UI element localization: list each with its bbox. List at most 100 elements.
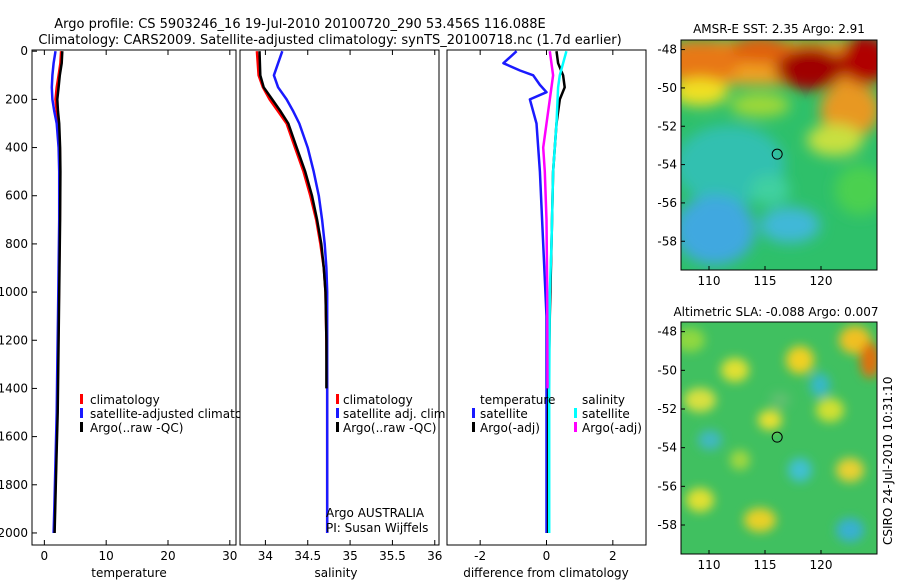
y-tick-label: 800 [5, 237, 28, 251]
figure-title-line1: Argo profile: CS 5903246_16 19-Jul-2010 … [54, 17, 545, 32]
sst-map: AMSR-E SST: 2.35 Argo: 2.91 [657, 22, 878, 288]
difference-lines [502, 50, 568, 533]
temperature-plot-frame [31, 49, 237, 546]
x-tick-label: 35 [342, 549, 357, 563]
map-x-tick-label: 110 [698, 558, 721, 572]
x-tick-label: 0 [41, 549, 49, 563]
pi-label: PI: Susan Wijffels [326, 521, 428, 535]
legend-argo-label: Argo(..raw -QC) [343, 421, 436, 435]
x-tick-label: 2 [609, 549, 617, 563]
map-x-tick-label: 110 [698, 274, 721, 288]
figure-title-line2: Climatology: CARS2009. Satellite-adjuste… [38, 33, 621, 48]
temperature-legend: climatology satellite-adjusted climatolo… [80, 393, 268, 435]
x-tick-label: 34 [258, 549, 273, 563]
sla-map-frame [680, 321, 878, 555]
legend-climatology-label: climatology [343, 393, 413, 407]
map-y-tick-label: -58 [657, 518, 677, 532]
map-x-tick-label: 120 [810, 274, 833, 288]
map-x-tick-label: 115 [754, 558, 777, 572]
difference-legend: temperature satellite Argo(-adj) salinit… [472, 393, 642, 435]
legend-satellite-swatch [80, 408, 83, 418]
map-y-tick-label: -56 [657, 196, 677, 210]
legend-temp-argo-label: Argo(-adj) [480, 421, 540, 435]
legend-temperature-heading: temperature [480, 393, 555, 407]
institution-label: Argo AUSTRALIA [326, 506, 425, 520]
y-tick-label: 0 [20, 44, 28, 58]
legend-satellite-swatch [336, 408, 339, 418]
y-tick-label: 200 [5, 92, 28, 106]
difference-panel: -2 0 2 difference from climatology tempera… [446, 49, 647, 580]
sla-map: Altimetric SLA: -0.088 Argo: 0.007 [657, 305, 878, 572]
x-tick-label: 0 [543, 549, 551, 563]
y-tick-label: 1600 [0, 430, 28, 444]
legend-argo-swatch [336, 422, 339, 432]
map-x-tick-label: 115 [754, 274, 777, 288]
map-y-tick-label: -58 [657, 234, 677, 248]
y-tick-label: 1800 [0, 478, 28, 492]
x-tick-label: 35.5 [379, 549, 406, 563]
y-tick-label: 1000 [0, 285, 28, 299]
map-y-tick-label: -52 [657, 119, 677, 133]
x-tick-label: 10 [99, 549, 114, 563]
salinity-panel: 34 34.5 35 35.5 36 salinity climatology sate… [239, 49, 449, 580]
legend-sal-satellite-label: satellite [582, 407, 630, 421]
map-x-tick-label: 120 [810, 558, 833, 572]
temperature-x-ticks: 0 10 20 30 [41, 50, 237, 563]
temperature-lines [50, 51, 64, 534]
y-tick-label: 600 [5, 189, 28, 203]
series-line-salinity_argo [541, 51, 555, 389]
legend-sal-argo-swatch [574, 422, 577, 432]
y-tick-label: 1200 [0, 333, 28, 347]
salinity-x-label: salinity [314, 566, 357, 580]
sst-map-frame [680, 39, 878, 271]
legend-argo-swatch [80, 422, 83, 432]
map-y-tick-label: -54 [657, 158, 677, 172]
legend-climatology-label: climatology [90, 393, 160, 407]
legend-temp-argo-swatch [472, 422, 475, 432]
x-tick-label: 30 [222, 549, 237, 563]
legend-satellite-label: satellite-adjusted climatology [90, 407, 268, 421]
sst-argo-location-marker [771, 148, 783, 160]
series-line-argo [53, 51, 64, 534]
sla-map-x-ticks: 110 115 120 [698, 550, 833, 572]
x-tick-label: 36 [427, 549, 442, 563]
y-tick-label: 2000 [0, 526, 28, 540]
sst-map-title: AMSR-E SST: 2.35 Argo: 2.91 [693, 22, 865, 36]
map-y-tick-label: -56 [657, 479, 677, 493]
salinity-lines [255, 50, 329, 533]
map-y-tick-label: -48 [657, 325, 677, 339]
x-tick-label: -2 [474, 549, 486, 563]
temperature-x-label: temperature [91, 566, 166, 580]
map-y-tick-label: -50 [657, 363, 677, 377]
map-y-tick-label: -52 [657, 402, 677, 416]
difference-x-ticks: -2 0 2 [474, 50, 617, 563]
y-tick-label: 400 [5, 141, 28, 155]
sla-map-title: Altimetric SLA: -0.088 Argo: 0.007 [673, 305, 878, 319]
legend-climatology-swatch [336, 394, 339, 404]
series-line-argo [258, 51, 328, 389]
legend-salinity-heading: salinity [582, 393, 625, 407]
legend-temp-satellite-label: satellite [480, 407, 528, 421]
map-y-tick-label: -48 [657, 43, 677, 57]
x-tick-label: 20 [160, 549, 175, 563]
legend-sal-satellite-swatch [574, 408, 577, 418]
temperature-panel: 0 10 20 30 0 200 400 600 800 1000 1200 1400 1600 180… [0, 44, 268, 580]
series-line-salinity_satellite [547, 50, 568, 533]
salinity-x-ticks: 34 34.5 35 35.5 36 [258, 50, 442, 563]
temperature-y-ticks: 0 200 400 600 800 1000 1200 1400 1600 1800 2000 [0, 44, 37, 540]
legend-sal-argo-label: Argo(-adj) [582, 421, 642, 435]
legend-satellite-label: satellite adj. clim. [343, 407, 449, 421]
sla-argo-location-marker [771, 431, 783, 443]
map-y-tick-label: -50 [657, 81, 677, 95]
y-tick-label: 1400 [0, 381, 28, 395]
map-y-tick-label: -54 [657, 441, 677, 455]
difference-x-label: difference from climatology [463, 566, 629, 580]
timestamp-side-label: CSIRO 24-Jul-2010 10:31:10 [881, 377, 895, 545]
sla-map-y-ticks: -48 -50 -52 -54 -56 -58 [657, 325, 685, 532]
salinity-legend: climatology satellite adj. clim. Argo(..… [336, 393, 449, 435]
legend-temp-satellite-swatch [472, 408, 475, 418]
legend-argo-label: Argo(..raw -QC) [90, 421, 183, 435]
sst-map-x-ticks: 110 115 120 [698, 266, 833, 288]
legend-climatology-swatch [80, 394, 83, 404]
